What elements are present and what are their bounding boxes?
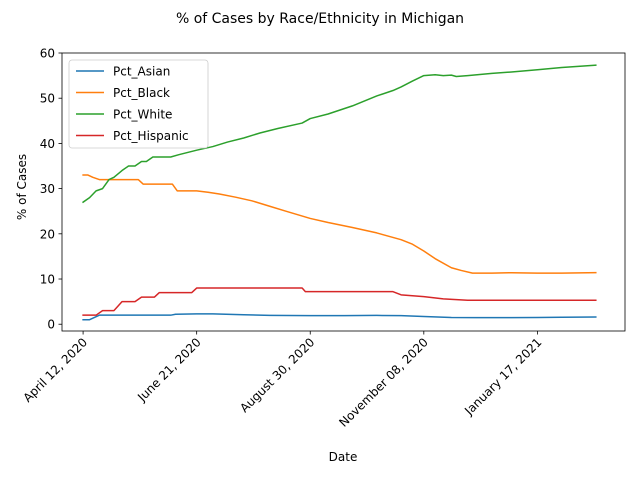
legend-label: Pct_Asian [113, 65, 170, 79]
y-axis-label: % of Cases [15, 154, 29, 220]
series-line-pct-hispanic [82, 287, 597, 316]
y-tick-label: 60 [40, 47, 55, 61]
legend-label: Pct_Hispanic [113, 129, 189, 143]
y-tick-label: 0 [47, 318, 55, 332]
x-axis-label: Date [329, 450, 358, 464]
y-tick-label: 10 [40, 273, 55, 287]
legend-label: Pct_White [113, 108, 172, 122]
axes-frame [61, 52, 626, 332]
legend-box [68, 59, 209, 149]
y-tick-label: 20 [40, 227, 55, 241]
legend: Pct_Asian Pct_Black Pct_White Pct_Hispanic [68, 59, 209, 149]
series-line-pct-asian [82, 313, 597, 321]
chart-title: % of Cases by Race/Ethnicity in Michigan [176, 11, 464, 27]
series-line-pct-black [82, 174, 597, 274]
y-tick-label: 40 [40, 137, 55, 151]
y-tick-label: 50 [40, 92, 55, 106]
legend-label: Pct_Black [113, 86, 170, 100]
series-line-pct-white [82, 64, 597, 204]
y-tick-label: 30 [40, 182, 55, 196]
